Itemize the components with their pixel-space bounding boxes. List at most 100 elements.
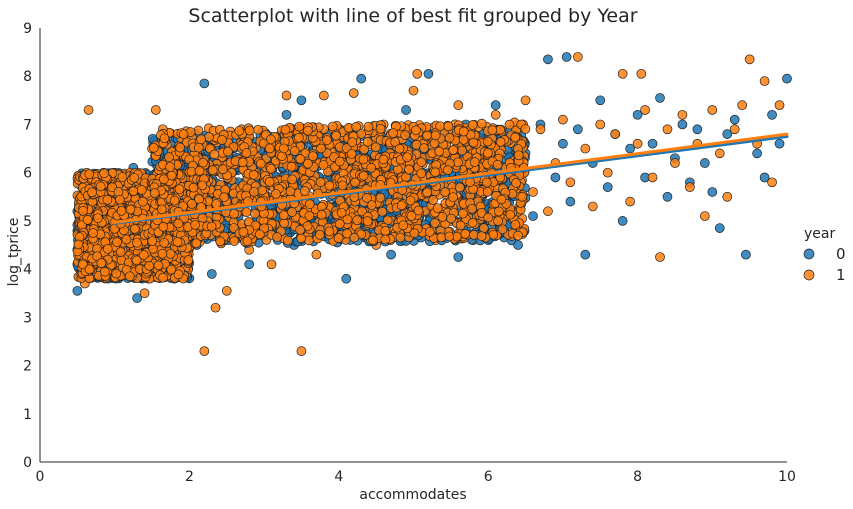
- scatter-point-year-1: [83, 105, 94, 115]
- y-tick-label: 7: [23, 117, 32, 133]
- scatter-points: [72, 52, 792, 356]
- scatter-point-year-0: [132, 293, 142, 303]
- y-tick-label: 3: [23, 310, 32, 326]
- scatter-point-year-1: [479, 223, 489, 234]
- y-tick-label: 4: [23, 262, 32, 278]
- scatter-point-year-0: [662, 191, 673, 202]
- scatter-point-year-1: [193, 125, 204, 136]
- scatter-point-year-1: [430, 218, 440, 228]
- scatter-point-year-0: [714, 223, 725, 233]
- scatter-point-year-1: [444, 132, 455, 143]
- scatter-point-year-1: [436, 232, 447, 243]
- scatter-point-year-1: [324, 226, 335, 237]
- scatter-point-year-1: [543, 206, 553, 217]
- scatter-point-year-0: [296, 95, 307, 106]
- scatter-point-year-0: [341, 273, 352, 284]
- scatter-point-year-0: [550, 172, 561, 183]
- scatter-point-year-1: [587, 201, 598, 212]
- scatter-point-year-1: [199, 346, 210, 356]
- scatter-point-year-1: [287, 174, 298, 185]
- scatter-point-year-1: [115, 247, 126, 257]
- scatter-point-year-1: [434, 146, 445, 157]
- scatter-point-year-1: [400, 130, 411, 140]
- scatter-point-year-1: [125, 204, 136, 215]
- scatter-point-year-1: [444, 231, 455, 242]
- scatter-point-year-1: [95, 181, 106, 192]
- scatter-point-year-1: [138, 196, 148, 207]
- scatter-point-year-0: [655, 93, 665, 103]
- y-tick-label: 8: [23, 69, 32, 85]
- scatter-point-year-1: [281, 90, 292, 101]
- scatter-point-year-0: [677, 119, 688, 130]
- x-axis-ticks: 0 2 4 6 8 10: [36, 469, 796, 485]
- scatter-point-year-1: [166, 264, 177, 275]
- scatter-point-year-0: [625, 143, 635, 154]
- scatter-point-year-0: [752, 148, 762, 159]
- scatter-point-year-1: [305, 199, 315, 210]
- scatter-point-year-1: [165, 248, 176, 259]
- scatter-point-year-0: [647, 138, 658, 149]
- scatter-point-year-1: [96, 258, 107, 268]
- scatter-point-year-1: [116, 206, 127, 216]
- y-tick-label: 0: [23, 455, 32, 471]
- scatter-point-year-1: [113, 187, 124, 197]
- scatter-point-year-1: [286, 161, 297, 172]
- scatter-point-year-0: [595, 95, 606, 106]
- scatter-point-year-1: [655, 252, 665, 262]
- scatter-point-year-0: [741, 249, 751, 260]
- scatter-point-year-0: [244, 259, 255, 270]
- scatter-point-year-1: [111, 268, 122, 279]
- scatter-point-year-1: [368, 235, 378, 246]
- scatter-point-year-1: [129, 223, 140, 234]
- scatter-point-year-0: [707, 187, 718, 197]
- scatter-point-year-1: [99, 168, 109, 179]
- scatter-point-year-1: [528, 187, 538, 197]
- scatter-point-year-0: [632, 109, 643, 120]
- scatter-point-year-1: [558, 114, 568, 125]
- x-tick-label: 4: [334, 469, 343, 485]
- y-tick-label: 1: [23, 407, 32, 423]
- scatter-point-year-1: [625, 196, 635, 207]
- scatter-point-year-1: [595, 119, 606, 130]
- y-tick-label: 5: [23, 214, 32, 230]
- y-tick-label: 9: [23, 21, 32, 37]
- scatter-point-year-1: [283, 235, 293, 246]
- scatter-point-year-1: [424, 227, 435, 237]
- scatter-point-year-1: [315, 177, 326, 187]
- scatter-point-year-1: [242, 236, 253, 247]
- scatter-point-year-1: [84, 264, 95, 275]
- scatter-point-year-1: [149, 188, 160, 198]
- scatter-point-year-1: [157, 248, 168, 259]
- scatter-point-year-1: [759, 76, 770, 86]
- scatter-point-year-1: [327, 121, 338, 132]
- scatter-point-year-1: [476, 231, 487, 242]
- scatter-point-year-1: [685, 182, 695, 192]
- scatter-point-year-1: [250, 208, 260, 219]
- scatter-point-year-1: [132, 237, 142, 248]
- scatter-point-year-1: [744, 54, 755, 65]
- y-tick-label: 2: [23, 359, 32, 375]
- scatter-point-year-0: [561, 52, 572, 62]
- scatter-point-year-1: [647, 172, 658, 183]
- scatter-point-year-1: [124, 271, 135, 282]
- scatter-point-year-1: [729, 124, 740, 135]
- scatter-point-year-0: [528, 211, 538, 221]
- scatter-point-year-1: [296, 346, 307, 356]
- scatter-point-year-1: [129, 172, 140, 183]
- scatter-point-year-1: [610, 129, 621, 139]
- scatter-point-year-1: [482, 186, 493, 197]
- x-tick-label: 6: [484, 469, 493, 485]
- scatter-point-year-1: [229, 208, 239, 219]
- scatter-point-year-1: [662, 124, 673, 135]
- scatter-point-year-0: [423, 68, 434, 79]
- scatter-point-year-0: [453, 252, 464, 262]
- scatter-point-year-0: [513, 240, 523, 250]
- scatter-point-year-0: [386, 249, 396, 260]
- scatter-point-year-1: [737, 100, 748, 111]
- scatter-point-year-1: [221, 285, 232, 296]
- scatter-point-year-1: [362, 216, 373, 227]
- scatter-point-year-0: [602, 182, 613, 192]
- scatter-point-year-1: [257, 185, 267, 196]
- scatter-point-year-1: [314, 229, 325, 240]
- scatter-point-year-1: [504, 119, 515, 130]
